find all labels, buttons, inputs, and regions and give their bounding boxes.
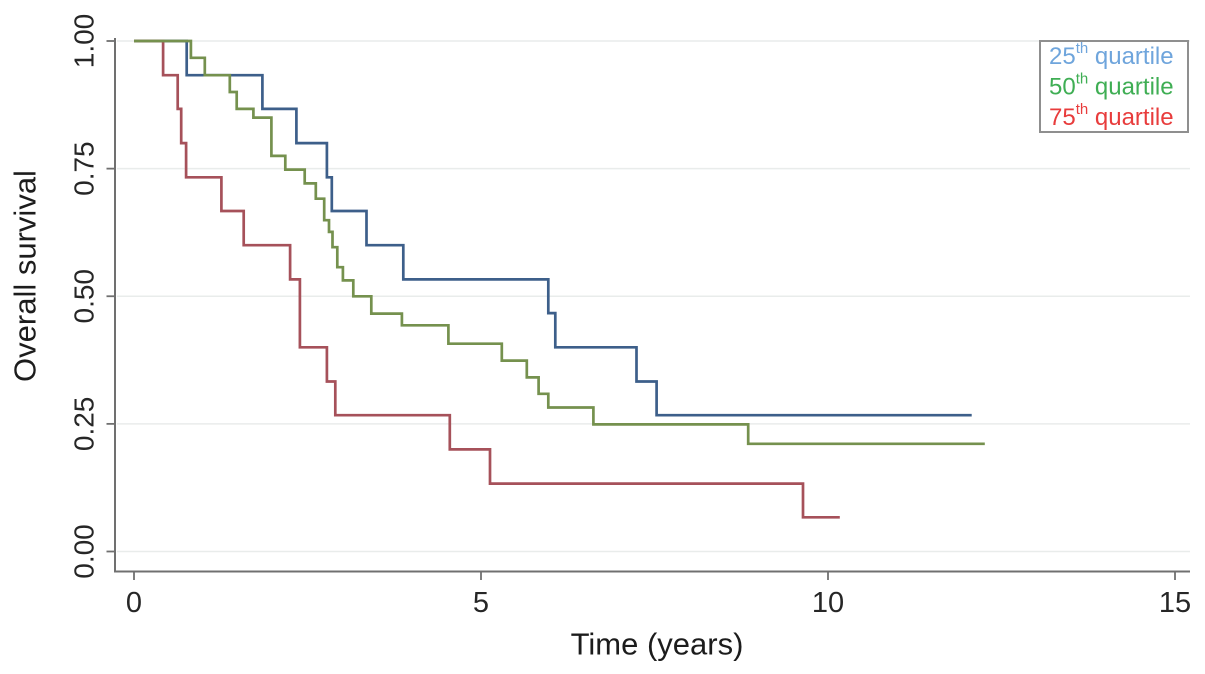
- x-tick-label: 0: [126, 587, 142, 619]
- axes: [114, 38, 1190, 573]
- y-tick-label: 0.75: [69, 141, 100, 196]
- tick-labels: 0.00 0.25 0.50 0.75 1.00 0 5 10 15: [69, 14, 1192, 619]
- x-axis-title: Time (years): [571, 627, 744, 662]
- legend-item-25th-quartile: 25th quartile: [1049, 40, 1174, 70]
- survival-curves: [134, 39, 985, 519]
- gridlines: [117, 40, 1190, 553]
- x-tick-label: 15: [1159, 587, 1191, 619]
- y-tick-label: 0.25: [69, 397, 100, 452]
- y-tick-label: 1.00: [69, 14, 100, 69]
- series-line-50th-quartile: [134, 39, 985, 446]
- legend-box: [1039, 40, 1189, 133]
- series-line-25th-quartile: [134, 39, 972, 417]
- y-tick-label: 0.50: [69, 269, 100, 324]
- series-line-75th-quartile: [134, 39, 840, 519]
- legend-item-75th-quartile: 75th quartile: [1049, 100, 1174, 130]
- x-tick-label: 10: [812, 587, 844, 619]
- tick-marks: [106, 40, 1176, 580]
- y-tick-label: 0.00: [69, 524, 100, 579]
- legend-item-50th-quartile: 50th quartile: [1049, 70, 1174, 100]
- y-axis-title: Overall survival: [8, 170, 43, 382]
- x-tick-label: 5: [473, 587, 489, 619]
